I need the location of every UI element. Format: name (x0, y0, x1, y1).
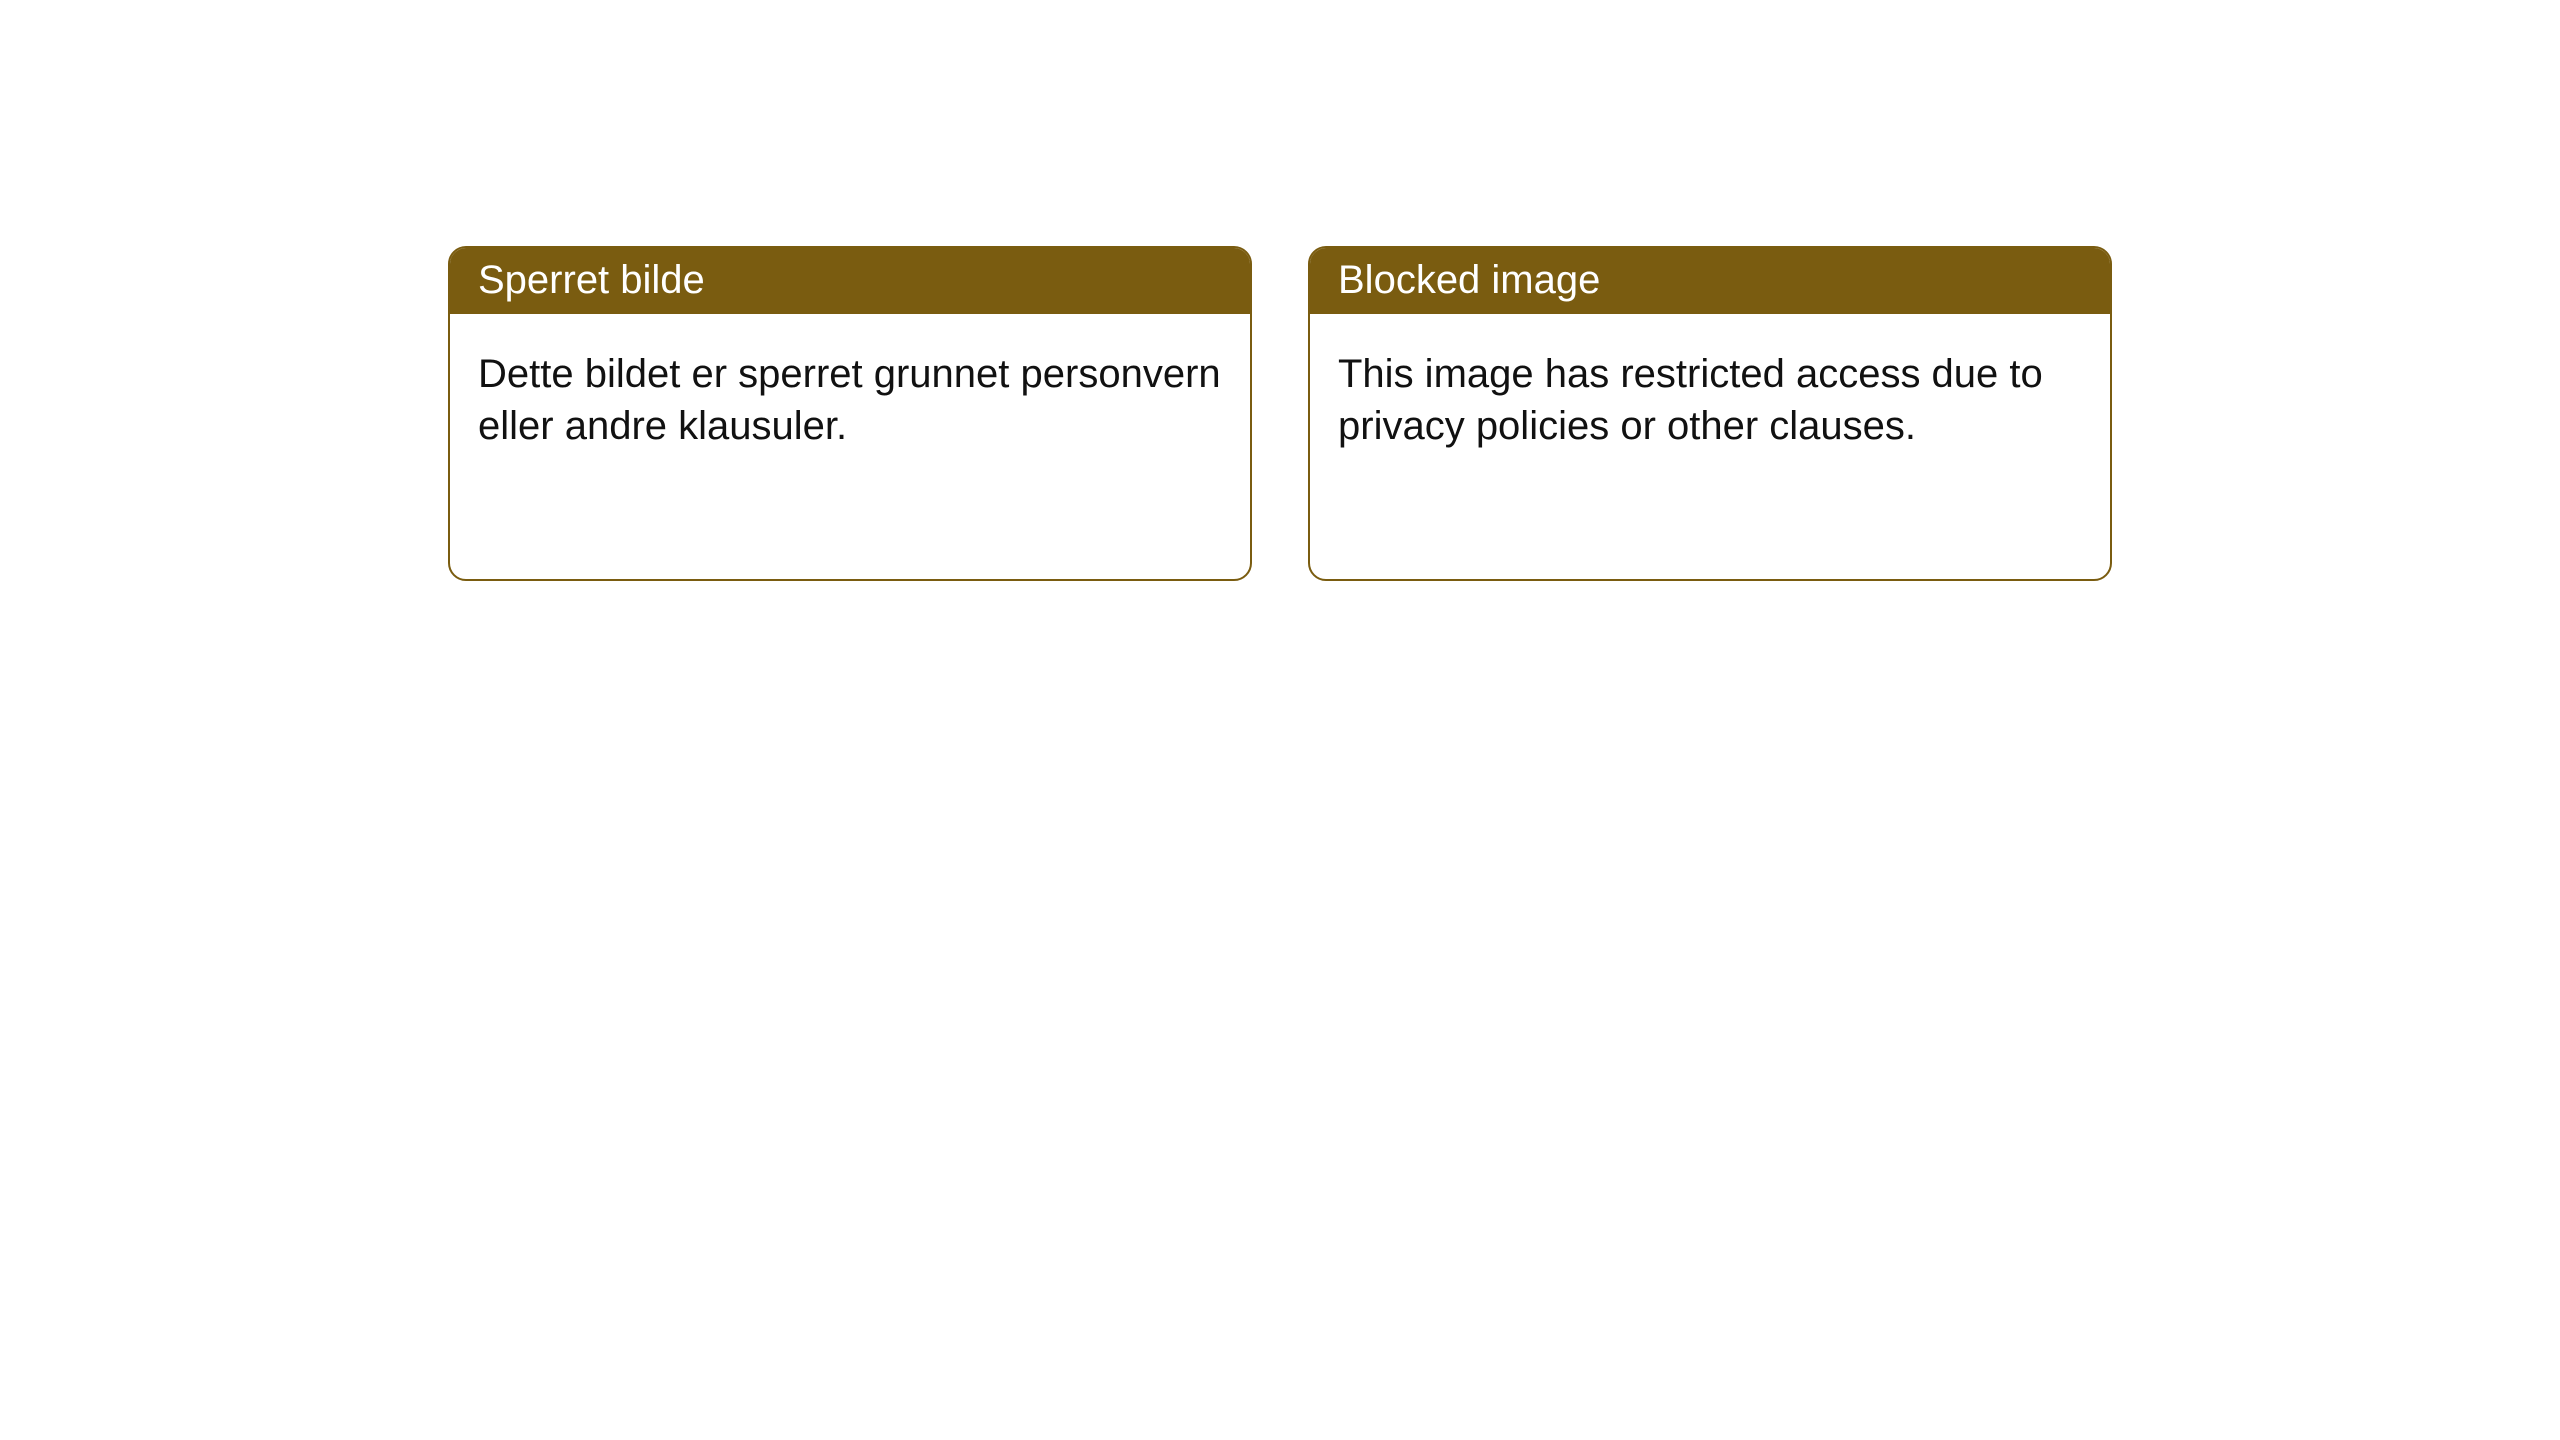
notice-body: Dette bildet er sperret grunnet personve… (450, 314, 1250, 480)
notice-card-english: Blocked image This image has restricted … (1308, 246, 2112, 581)
notice-container: Sperret bilde Dette bildet er sperret gr… (0, 0, 2560, 581)
notice-body: This image has restricted access due to … (1310, 314, 2110, 480)
notice-card-norwegian: Sperret bilde Dette bildet er sperret gr… (448, 246, 1252, 581)
notice-header: Blocked image (1310, 248, 2110, 314)
notice-header: Sperret bilde (450, 248, 1250, 314)
